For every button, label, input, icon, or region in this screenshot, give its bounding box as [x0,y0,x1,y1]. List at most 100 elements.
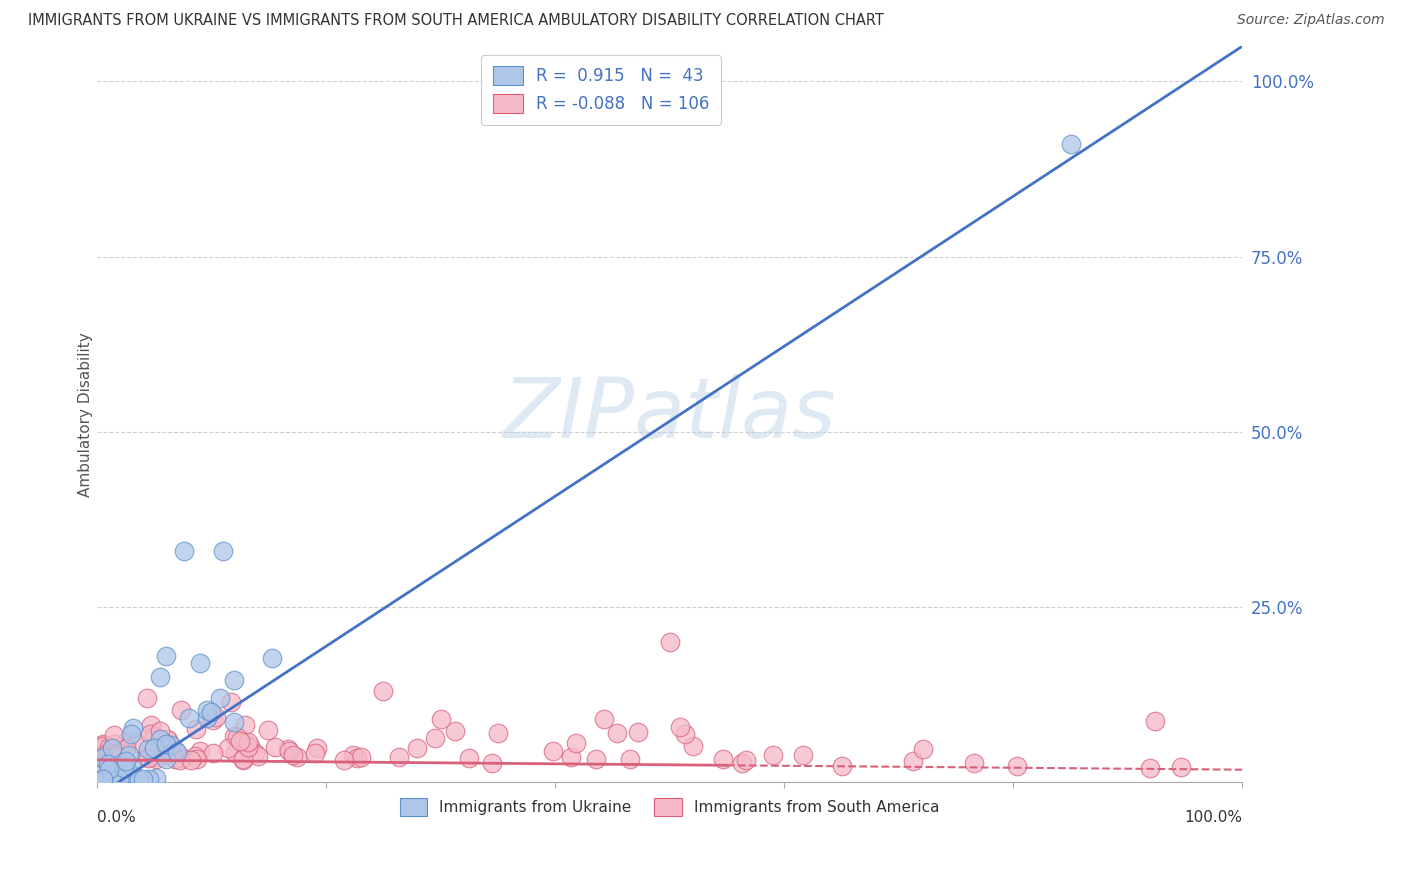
Point [232,753,254,767]
Point [281,748,304,763]
Point [135,750,157,764]
Point [233,718,256,732]
Point [103,748,125,763]
Point [93,772,115,786]
Point [120,727,142,741]
Y-axis label: Ambulatory Disability: Ambulatory Disability [79,332,93,497]
Point [901,754,924,768]
Point [100,772,122,786]
Point [135,690,157,705]
Point [260,651,283,665]
Point [593,712,616,726]
Point [91,738,114,752]
Point [149,724,172,739]
Point [97,756,120,771]
Point [225,731,247,745]
Point [350,749,373,764]
Point [1143,714,1166,728]
Point [346,751,368,765]
Point [224,673,246,687]
Point [157,733,180,747]
Point [91,751,114,765]
Point [177,711,200,725]
Point [195,703,218,717]
Point [405,741,427,756]
Point [166,745,188,759]
Point [565,736,588,750]
Point [170,703,193,717]
Point [115,741,138,756]
Point [236,739,259,754]
Point [169,753,191,767]
Point [222,730,245,744]
Point [429,712,451,726]
Point [188,744,211,758]
Point [277,741,299,756]
Point [212,544,235,558]
Point [145,752,167,766]
Point [91,772,114,786]
Point [373,684,395,698]
Point [186,752,208,766]
Text: IMMIGRANTS FROM UKRAINE VS IMMIGRANTS FROM SOUTH AMERICA AMBULATORY DISABILITY C: IMMIGRANTS FROM UKRAINE VS IMMIGRANTS FR… [28,13,884,29]
Point [101,740,124,755]
Point [163,742,186,756]
Point [155,752,177,766]
Point [711,752,734,766]
Point [143,741,166,756]
Point [118,765,141,780]
Point [138,772,160,786]
Point [136,742,159,756]
Point [443,724,465,739]
Point [762,748,785,763]
Point [734,754,756,768]
Point [98,744,121,758]
Point [195,711,218,725]
Point [606,725,628,739]
Point [224,714,246,729]
Point [425,731,447,746]
Point [160,738,183,752]
Point [103,728,125,742]
Point [277,744,299,758]
Point [117,747,139,762]
Point [142,749,165,764]
Point [481,756,503,770]
Point [91,772,114,786]
Point [155,737,177,751]
Point [264,740,287,755]
Point [285,750,308,764]
Point [200,705,222,719]
Point [238,734,260,748]
Point [184,722,207,736]
Point [911,741,934,756]
Point [673,727,696,741]
Point [201,713,224,727]
Point [114,754,136,768]
Point [153,747,176,761]
Point [668,720,690,734]
Point [155,649,177,664]
Text: Source: ZipAtlas.com: Source: ZipAtlas.com [1237,13,1385,28]
Point [232,752,254,766]
Point [93,737,115,751]
Point [100,739,122,754]
Point [149,732,172,747]
Point [141,718,163,732]
Point [541,744,564,758]
Point [333,753,356,767]
Point [180,753,202,767]
Point [131,772,153,786]
Point [105,748,128,763]
Point [304,746,326,760]
Point [731,756,754,770]
Point [112,764,135,779]
Point [342,748,364,763]
Point [792,748,814,763]
Point [136,751,159,765]
Point [97,763,120,777]
Point [184,749,207,764]
Point [1139,761,1161,775]
Point [188,656,211,670]
Point [208,690,231,705]
